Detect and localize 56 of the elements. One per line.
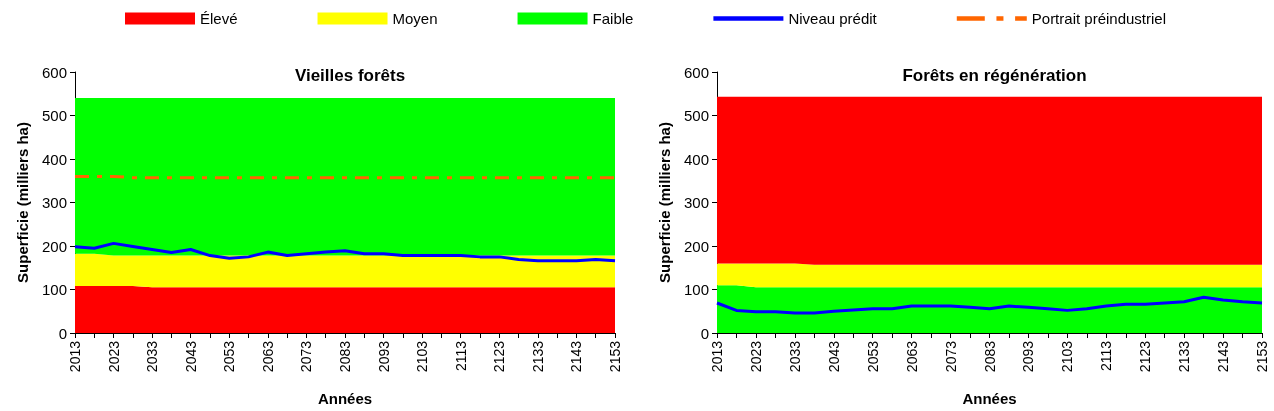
chart-title: Vieilles forêts	[294, 66, 406, 85]
chart-title: Forêts en régénération	[902, 66, 1087, 85]
x-tick-label: 2103	[414, 340, 431, 373]
x-tick-label: 2053	[864, 340, 881, 373]
y-tick-label: 400	[41, 150, 67, 168]
y-tick-label: 500	[41, 107, 67, 124]
x-tick-label: 2123	[1137, 340, 1154, 373]
y-axis-title: Superficie (milliers ha)	[14, 122, 31, 283]
x-tick-label: 2113	[452, 340, 469, 372]
x-tick-label: 2143	[1215, 340, 1232, 373]
x-tick-label: 2063	[903, 340, 920, 373]
y-tick-label: 200	[41, 237, 67, 255]
x-tick-label: 2033	[144, 340, 161, 373]
x-tick-label: 2133	[1176, 340, 1193, 373]
x-tick-label: 2023	[747, 340, 764, 373]
x-tick-label: 2143	[568, 340, 585, 373]
y-tick-label: 500	[683, 107, 709, 124]
y-tick-label: 100	[41, 281, 67, 298]
x-tick-label: 2073	[298, 340, 315, 373]
x-tick-label: 2023	[105, 340, 122, 373]
y-tick-label: 600	[683, 63, 709, 81]
x-tick-label: 2103	[1059, 340, 1076, 373]
x-tick-label: 2083	[981, 340, 998, 373]
x-tick-label: 2053	[221, 340, 238, 373]
y-tick-label: 100	[683, 281, 709, 298]
y-tick-label: 600	[41, 63, 67, 81]
x-tick-label: 2043	[825, 340, 842, 373]
y-tick-label: 300	[683, 194, 709, 211]
y-tick-label: 300	[41, 194, 67, 211]
x-axis-title: Années	[962, 390, 1017, 407]
x-tick-label: 2033	[786, 340, 803, 373]
x-tick-label: 2093	[375, 340, 392, 373]
x-tick-label: 2153	[1254, 340, 1270, 373]
y-tick-label: 0	[700, 324, 709, 342]
line-series	[73, 241, 617, 263]
x-tick-label: 2123	[491, 340, 508, 373]
x-tick-label: 2083	[337, 340, 353, 373]
y-tick-label: 400	[683, 150, 709, 168]
legend-label: Moyen	[392, 10, 438, 27]
y-tick-label: 200	[683, 237, 709, 255]
x-tick-label: 2013	[709, 340, 725, 373]
x-tick-label: 2093	[1020, 340, 1037, 373]
legend-label: Faible	[592, 10, 634, 27]
x-tick-label: 2063	[259, 340, 276, 373]
legend-label: Niveau prédit	[788, 10, 878, 27]
x-tick-label: 2073	[942, 340, 959, 373]
legend-label: Élevé	[200, 10, 238, 27]
legend-label: Portrait préindustriel	[1031, 10, 1167, 27]
x-axis-title: Années	[317, 390, 373, 407]
x-tick-label: 2133	[529, 340, 546, 373]
y-axis-title: Superficie (milliers ha)	[656, 122, 673, 283]
x-tick-label: 2043	[182, 340, 199, 373]
y-tick-label: 0	[58, 324, 67, 342]
x-tick-label: 2153	[607, 340, 623, 373]
x-tick-label: 2013	[67, 340, 83, 373]
x-tick-label: 2113	[1098, 340, 1115, 372]
